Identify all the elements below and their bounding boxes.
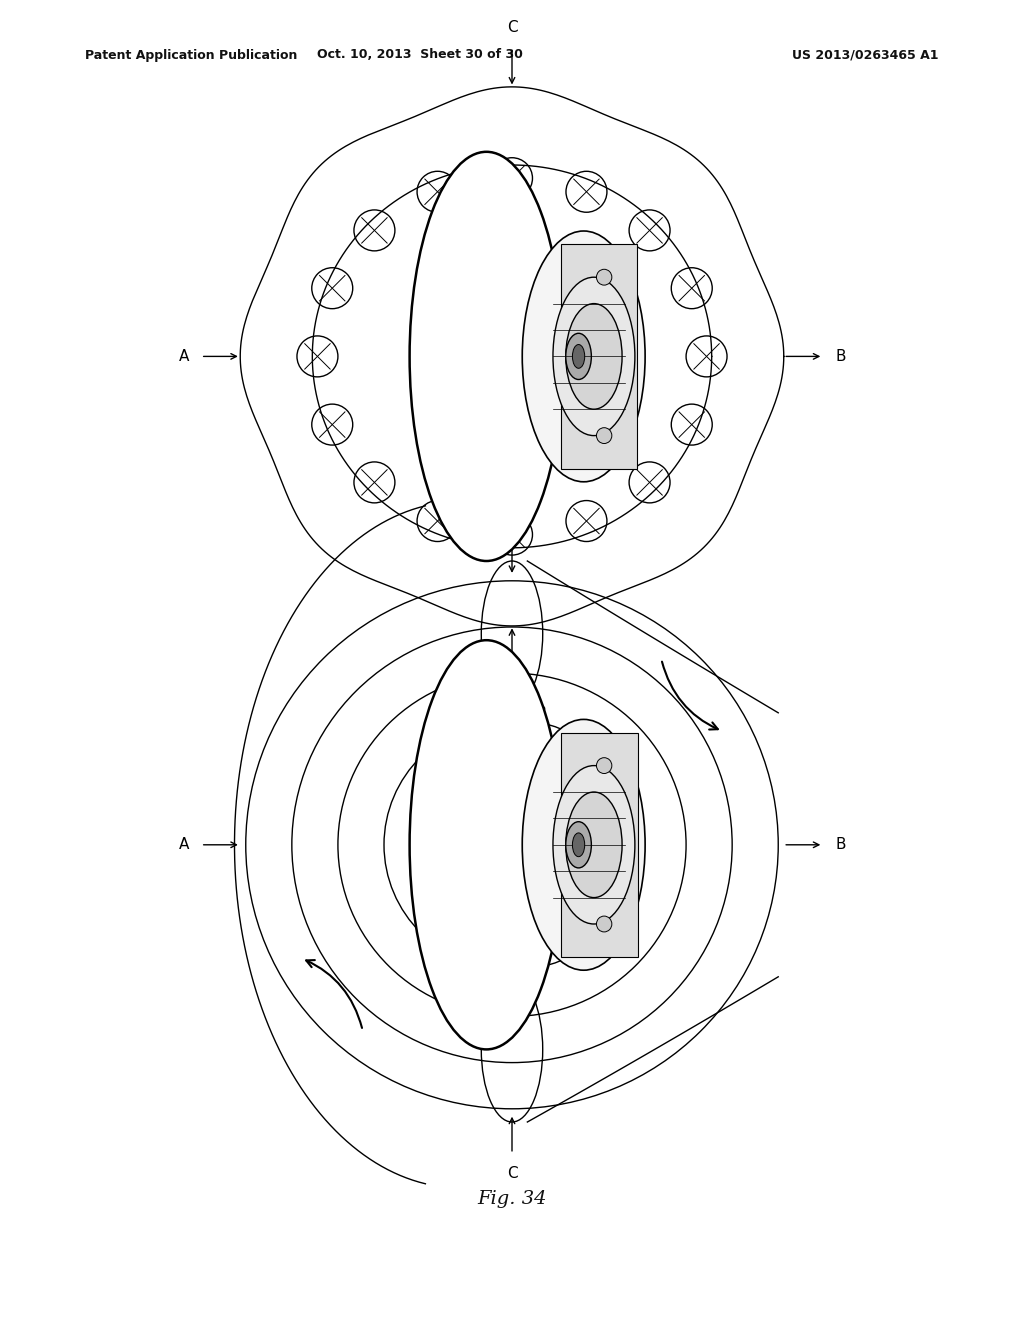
Text: Patent Application Publication: Patent Application Publication <box>85 49 297 62</box>
Ellipse shape <box>572 345 585 368</box>
Ellipse shape <box>566 792 623 898</box>
Ellipse shape <box>597 269 612 285</box>
Ellipse shape <box>566 821 592 869</box>
Ellipse shape <box>597 758 612 774</box>
Text: C: C <box>507 20 517 36</box>
Ellipse shape <box>597 916 612 932</box>
Ellipse shape <box>597 428 612 444</box>
Bar <box>561 733 638 957</box>
Ellipse shape <box>410 640 563 1049</box>
Text: Fig. 34: Fig. 34 <box>477 1189 547 1208</box>
Text: C: C <box>507 508 517 524</box>
Ellipse shape <box>522 719 645 970</box>
Ellipse shape <box>553 277 635 436</box>
Text: B: B <box>836 837 846 853</box>
Text: C: C <box>507 677 517 693</box>
Text: Oct. 10, 2013  Sheet 30 of 30: Oct. 10, 2013 Sheet 30 of 30 <box>317 49 523 62</box>
Ellipse shape <box>553 766 635 924</box>
Ellipse shape <box>522 231 645 482</box>
Ellipse shape <box>572 833 585 857</box>
Text: C: C <box>507 1166 517 1181</box>
Ellipse shape <box>410 152 563 561</box>
Ellipse shape <box>566 304 623 409</box>
Text: Fig. 33: Fig. 33 <box>477 706 547 725</box>
Text: A: A <box>178 837 188 853</box>
Text: A: A <box>178 348 188 364</box>
Text: US 2013/0263465 A1: US 2013/0263465 A1 <box>793 49 939 62</box>
Text: B: B <box>836 348 846 364</box>
Bar <box>561 244 637 469</box>
Ellipse shape <box>566 333 592 380</box>
